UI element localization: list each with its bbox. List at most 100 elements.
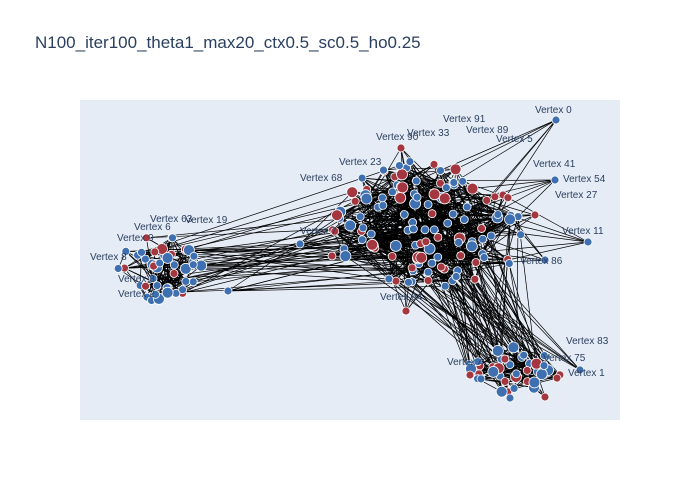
graph-node — [394, 191, 407, 204]
graph-node — [355, 212, 365, 222]
graph-node — [423, 267, 433, 277]
edge — [161, 191, 353, 250]
edge — [299, 243, 446, 287]
graph-node — [466, 182, 479, 195]
edge — [400, 147, 482, 229]
graph-node — [357, 173, 367, 183]
graph-node — [357, 235, 367, 245]
graph-node — [443, 218, 453, 228]
graph-node — [505, 393, 515, 403]
graph-node — [427, 258, 437, 268]
graph-node — [507, 341, 520, 354]
graph-node — [423, 200, 433, 209]
graph-node — [519, 350, 529, 360]
graph-node — [404, 277, 413, 287]
edge — [399, 186, 407, 312]
edge — [334, 179, 556, 232]
graph-node — [456, 251, 466, 261]
graph-node — [295, 239, 305, 249]
graph-node — [429, 225, 439, 235]
graph-node — [487, 365, 500, 378]
vertex-label: Vertex 1 — [568, 368, 605, 379]
graph-node — [178, 285, 188, 295]
graph-node — [137, 247, 146, 257]
graph-node — [427, 209, 437, 219]
chart-title: N100_iter100_theta1_max20_ctx0.5_sc0.5_h… — [35, 33, 421, 52]
graph-node — [421, 237, 431, 247]
graph-node — [500, 377, 510, 386]
edge — [457, 214, 536, 271]
vertex-label: Vertex 7 — [300, 226, 337, 237]
edge — [507, 197, 589, 243]
vertex-label: Vertex 27 — [555, 190, 598, 201]
edge — [340, 211, 581, 371]
edge — [517, 179, 556, 217]
graph-node — [486, 231, 496, 241]
edge — [362, 227, 561, 376]
graph-node — [479, 253, 489, 262]
graph-node — [169, 260, 179, 270]
edge — [155, 268, 445, 295]
graph-node — [441, 183, 451, 193]
graph-node — [346, 186, 359, 199]
graph-node — [415, 251, 428, 264]
graph-node — [350, 196, 360, 206]
graph-node — [433, 252, 443, 262]
graph-node — [389, 239, 402, 252]
vertex-label: Vertex 8 — [90, 252, 127, 263]
graph-node — [583, 237, 593, 247]
vertex-label: Vertex 5 — [496, 134, 533, 145]
graph-node — [500, 354, 510, 364]
graph-node — [454, 237, 464, 247]
graph-node — [151, 289, 160, 299]
edge — [336, 119, 557, 216]
edge — [141, 165, 400, 253]
graph-node — [470, 274, 480, 284]
edge — [462, 181, 523, 358]
graph-node — [388, 187, 397, 197]
vertex-label: Vertex 90 — [376, 132, 419, 143]
edge — [125, 251, 154, 279]
graph-node — [394, 161, 404, 171]
graph-node — [435, 178, 445, 188]
graph-node — [465, 240, 478, 253]
graph-node — [179, 262, 192, 275]
graph-node — [152, 281, 162, 291]
graph-node — [412, 192, 422, 202]
vertex-label: Vertex 0 — [535, 105, 572, 116]
graph-node — [161, 286, 174, 299]
graph-node — [188, 260, 198, 270]
vertex-label: Vertex 4 — [447, 357, 484, 368]
graph-node — [473, 357, 483, 367]
node-layer — [113, 115, 593, 403]
edge — [124, 267, 148, 298]
graph-node — [181, 276, 191, 286]
edge — [145, 229, 435, 287]
vertex-label: Vertex 68 — [300, 173, 343, 184]
edge — [331, 213, 454, 257]
edge — [345, 179, 556, 257]
graph-node — [462, 202, 472, 212]
graph-node — [448, 209, 458, 219]
vertex-label: Vertex 19 — [185, 215, 228, 226]
edge — [383, 169, 536, 216]
edge — [359, 147, 402, 217]
vertex-label: Vertex 75 — [543, 353, 586, 364]
graph-node — [505, 360, 515, 370]
vertex-label: Vertex 86 — [520, 256, 563, 267]
graph-node — [477, 224, 487, 233]
edge — [453, 119, 557, 183]
graph-node — [449, 178, 459, 187]
vertex-label: Vertex 54 — [563, 174, 606, 185]
edge — [299, 191, 353, 245]
graph-node — [429, 159, 439, 169]
vertex-label: Vertex 89 — [466, 125, 509, 136]
edge — [481, 228, 589, 243]
graph-node — [440, 281, 450, 291]
edge — [153, 265, 409, 283]
graph-node — [436, 166, 445, 176]
graph-node — [459, 215, 469, 225]
graph-node — [344, 219, 357, 232]
edge — [227, 280, 397, 292]
graph-node — [169, 269, 179, 278]
